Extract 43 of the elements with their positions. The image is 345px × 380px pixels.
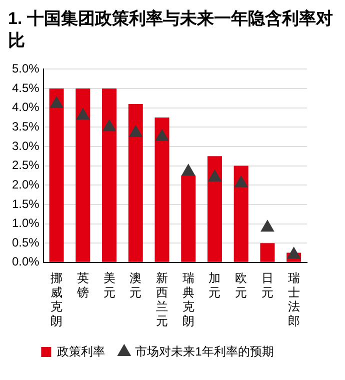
y-tick-label: 5.0% — [12, 62, 40, 76]
x-tick-label: 欧元 — [235, 270, 248, 300]
y-tick-label: 0.0% — [12, 254, 40, 269]
x-tick-label: 加元 — [208, 270, 221, 300]
point — [182, 164, 195, 176]
point — [129, 125, 142, 137]
bar — [128, 104, 143, 262]
bar — [260, 243, 275, 262]
point — [260, 220, 274, 232]
y-tick-label: 2.0% — [12, 177, 40, 192]
legend-label: 政策利率 — [57, 344, 106, 358]
bar — [234, 166, 248, 262]
point — [50, 96, 64, 108]
y-tick-label: 2.5% — [12, 158, 40, 172]
y-tick-label: 4.0% — [12, 100, 40, 114]
chart-title: 1. 十国集团政策利率与未来一年隐含利率对比 — [8, 8, 334, 52]
bar — [76, 88, 90, 262]
x-tick-label: 英镑 — [76, 270, 89, 300]
bar — [207, 156, 222, 262]
bar — [49, 88, 64, 262]
bar — [154, 118, 170, 262]
point — [76, 108, 90, 120]
point — [155, 129, 169, 141]
y-tick-label: 3.0% — [12, 138, 40, 153]
x-tick-label: 挪威克朗 — [50, 270, 63, 328]
y-tick-label: 0.5% — [12, 235, 40, 250]
point — [102, 120, 116, 132]
x-tick-label: 美元 — [103, 270, 116, 300]
point — [208, 170, 222, 182]
y-tick-label: 1.5% — [12, 196, 40, 211]
legend-label: 市场对未来1年利率的预期 — [135, 344, 274, 358]
y-tick-label: 4.5% — [12, 80, 40, 95]
x-tick-label: 新西兰元 — [156, 270, 168, 328]
x-tick-label: 澳元 — [130, 270, 142, 300]
point — [234, 176, 248, 188]
bar — [181, 175, 196, 262]
y-tick-label: 1.0% — [12, 216, 40, 230]
point — [287, 247, 300, 259]
y-tick-label: 3.5% — [12, 119, 40, 134]
x-tick-label: 瑞典克朗 — [182, 270, 194, 328]
x-tick-label: 日元 — [261, 270, 274, 300]
bar — [102, 88, 117, 262]
x-tick-label: 瑞士法郎 — [288, 270, 300, 328]
